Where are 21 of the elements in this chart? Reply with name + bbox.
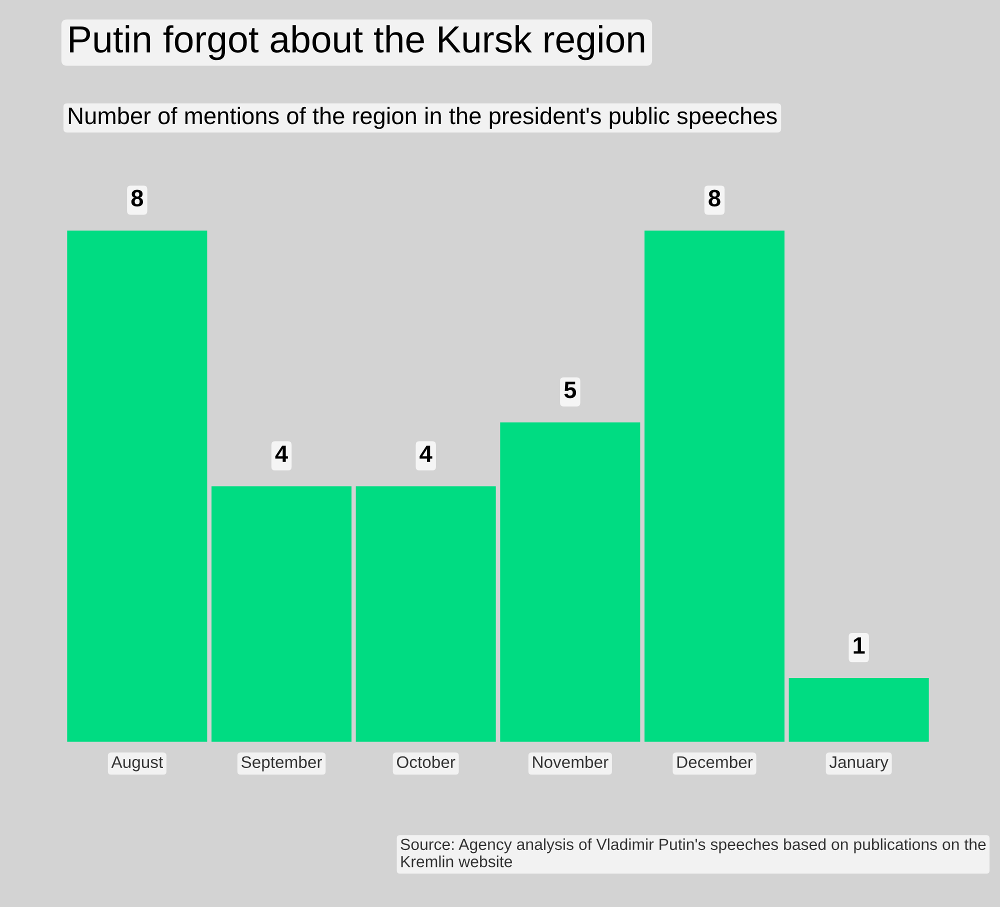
- chart-title: Putin forgot about the Kursk region: [70, 25, 644, 60]
- source-note: Source: Agency analysis of Vladimir Putin's speeches based on publications on the Kremlin website: [400, 838, 986, 868]
- data-label: 5: [564, 382, 576, 398]
- data-label: 8: [708, 190, 720, 207]
- x-tick-label: September: [241, 756, 322, 772]
- x-tick-label: October: [396, 756, 456, 768]
- x-tick-label: November: [533, 756, 608, 768]
- bar: [356, 486, 496, 742]
- x-tick-label: January: [829, 756, 888, 772]
- data-label: 4: [420, 446, 432, 462]
- x-tick-label: December: [677, 756, 753, 768]
- bar: [788, 678, 929, 742]
- bar: [500, 422, 640, 742]
- x-tick-label: August: [111, 756, 163, 772]
- bar: [67, 230, 208, 742]
- bar: [212, 486, 352, 742]
- chart-subtitle: Number of mentions of the region in the president's public speeches: [68, 106, 777, 129]
- bar: [644, 230, 784, 742]
- data-label: 4: [275, 446, 288, 462]
- data-label: 8: [131, 190, 144, 207]
- data-label: 1: [854, 637, 865, 654]
